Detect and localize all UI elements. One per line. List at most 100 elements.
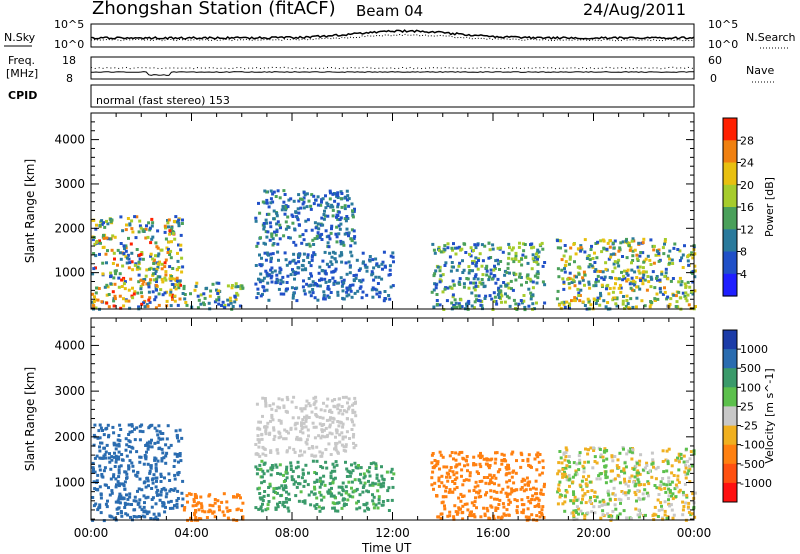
velocity-cell <box>502 505 506 509</box>
power-cell <box>596 274 600 278</box>
velocity-cell <box>629 447 632 451</box>
power-cell <box>489 268 493 272</box>
velocity-cell <box>126 502 130 506</box>
power-cell <box>91 300 94 304</box>
velocity-cell <box>176 436 179 440</box>
velocity-cell <box>127 423 131 427</box>
power-cell <box>304 229 308 233</box>
power-cell <box>605 247 609 251</box>
power-cell <box>506 266 510 270</box>
velocity-cell <box>270 415 274 419</box>
velocity-cell <box>106 499 109 503</box>
velocity-cell <box>665 469 669 473</box>
velocity-cell <box>565 448 569 452</box>
power-cell <box>267 253 270 257</box>
velocity-cell <box>193 493 197 496</box>
power-cell <box>338 218 342 222</box>
power-cell <box>315 234 319 238</box>
velocity-cell <box>624 493 628 497</box>
velocity-cell <box>494 451 497 455</box>
power-cell <box>630 268 634 272</box>
power-cell <box>263 251 267 255</box>
power-cell <box>147 298 151 302</box>
power-cell <box>375 288 379 292</box>
power-cell <box>453 298 457 302</box>
velocity-cell <box>454 510 458 514</box>
velocity-cell <box>331 462 335 466</box>
power-cell <box>293 227 297 231</box>
velocity-cell <box>288 498 291 502</box>
velocity-cell <box>593 490 597 494</box>
velocity-cell <box>258 492 262 495</box>
power-cell <box>641 266 645 270</box>
power-cell <box>163 261 167 265</box>
power-cell <box>606 241 610 245</box>
power-cell <box>149 252 153 256</box>
power-cell <box>510 257 514 261</box>
velocity-cell <box>113 455 116 459</box>
velocity-cell <box>526 459 530 463</box>
velocity-cell <box>307 471 310 475</box>
power-cell <box>154 283 158 287</box>
power-cell <box>641 251 645 255</box>
power-cell <box>567 282 571 286</box>
power-cell <box>592 297 596 301</box>
power-cell <box>488 294 492 298</box>
velocity-cell <box>208 493 212 497</box>
nave-label: Nave <box>746 64 774 77</box>
velocity-cell <box>279 419 283 423</box>
velocity-cell <box>385 470 389 474</box>
velocity-cell <box>239 496 242 500</box>
velocity-cell <box>133 438 137 442</box>
velocity-cell <box>487 482 491 486</box>
velocity-cell <box>129 515 132 519</box>
velocity-cell <box>489 504 493 508</box>
power-cell <box>292 199 296 203</box>
power-cell <box>490 297 494 301</box>
power-cell <box>304 219 308 223</box>
power-cell <box>604 305 608 309</box>
power-cell <box>374 257 378 261</box>
power-cell <box>337 210 341 214</box>
power-cell <box>202 292 206 296</box>
power-cell <box>630 276 634 280</box>
velocity-cell <box>329 494 333 498</box>
velocity-cell <box>291 416 295 420</box>
power-cell <box>328 237 332 241</box>
power-cell <box>576 265 580 269</box>
power-cell <box>105 293 109 297</box>
power-cell <box>127 299 131 303</box>
power-cell <box>511 246 515 250</box>
power-cell <box>267 205 271 209</box>
power-cell <box>309 272 313 276</box>
velocity-cell <box>390 477 394 480</box>
velocity-cell <box>297 416 301 420</box>
velocity-cell <box>484 481 488 485</box>
power-cell <box>217 295 221 299</box>
power-cell <box>176 259 180 263</box>
velocity-cell <box>276 472 280 475</box>
velocity-cell <box>320 428 324 432</box>
velocity-cell <box>624 482 628 486</box>
power-cell <box>472 259 476 263</box>
power-cell <box>154 306 158 310</box>
velocity-cell <box>661 449 665 453</box>
velocity-cell <box>282 404 286 408</box>
power-cell <box>269 189 273 193</box>
power-cell <box>293 277 296 281</box>
power-cell <box>649 300 653 303</box>
power-cell <box>265 190 269 194</box>
velocity-colorbar-label: 25 <box>740 400 754 413</box>
power-cell <box>120 278 124 282</box>
velocity-cell <box>636 469 640 473</box>
velocity-cell <box>563 494 567 498</box>
power-cell <box>625 237 628 241</box>
velocity-cell <box>293 423 297 427</box>
velocity-cell <box>179 459 183 463</box>
velocity-cell <box>504 473 508 477</box>
velocity-cell <box>502 453 506 457</box>
velocity-cell <box>297 499 301 503</box>
velocity-cell <box>258 463 262 467</box>
power-cell <box>261 285 265 289</box>
